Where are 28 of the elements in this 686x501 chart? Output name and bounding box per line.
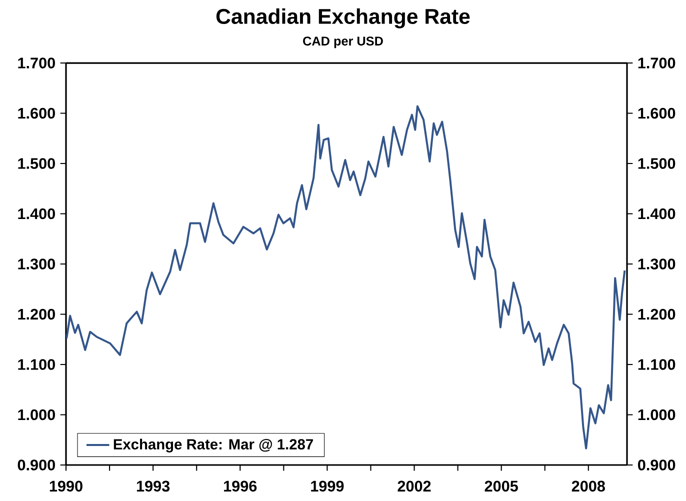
x-tick-label: 1993	[136, 480, 170, 492]
chart-title: Canadian Exchange Rate	[216, 8, 470, 28]
legend-label: Exchange Rate: Mar @ 1.287	[114, 438, 313, 452]
x-tick-label: 2002	[398, 480, 431, 492]
y2-tick-label: 1.200	[638, 308, 676, 320]
x-tick-label: 1990	[50, 480, 82, 492]
y-tick-label: 1.500	[18, 158, 55, 169]
y2-tick-label: 1.700	[638, 58, 676, 68]
y2-tick-label: 1.100	[638, 359, 676, 370]
y2-tick-label: 1.000	[638, 409, 676, 420]
y2-tick-label: 1.600	[638, 108, 676, 119]
chart-subtitle: CAD per USD	[303, 36, 383, 48]
y-tick-label: 1.100	[18, 359, 55, 370]
y2-tick-label: 0.900	[638, 460, 676, 470]
y-tick-label: 0.900	[18, 460, 55, 470]
x-tick-label: 2008	[572, 480, 605, 492]
y-tick-label: 1.600	[18, 108, 55, 119]
x-tick-label: 2005	[484, 480, 518, 492]
y-tick-label: 1.000	[18, 409, 55, 420]
x-tick-label: 1996	[224, 480, 257, 492]
y-tick-label: 1.700	[18, 58, 55, 68]
y-tick-label: 1.400	[18, 208, 55, 220]
y-tick-label: 1.200	[18, 308, 55, 320]
y2-tick-label: 1.300	[638, 258, 676, 270]
y2-tick-label: 1.400	[638, 208, 676, 220]
y2-tick-label: 1.500	[638, 158, 676, 169]
y-tick-label: 1.300	[18, 258, 55, 270]
x-tick-label: 1999	[311, 480, 344, 492]
